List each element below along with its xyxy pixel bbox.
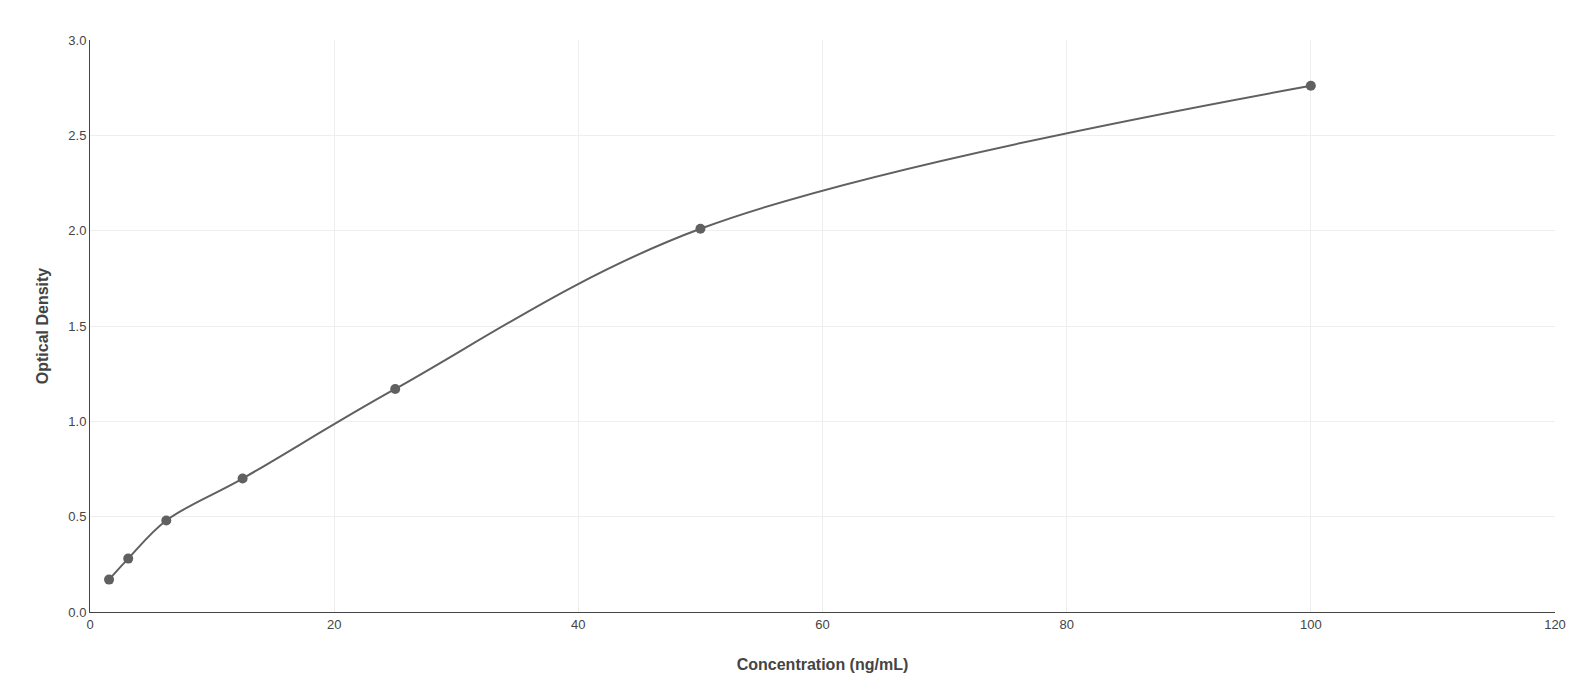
svg-text:0.5: 0.5 — [68, 509, 86, 524]
svg-text:60: 60 — [815, 617, 829, 632]
svg-text:Optical Density: Optical Density — [34, 268, 51, 385]
svg-text:1.5: 1.5 — [68, 319, 86, 334]
svg-text:120: 120 — [1544, 617, 1566, 632]
svg-text:20: 20 — [327, 617, 341, 632]
svg-text:0: 0 — [86, 617, 93, 632]
svg-text:0.0: 0.0 — [68, 605, 86, 620]
svg-text:Concentration (ng/mL): Concentration (ng/mL) — [737, 656, 909, 673]
svg-text:3.0: 3.0 — [68, 33, 86, 48]
svg-text:1.0: 1.0 — [68, 414, 86, 429]
svg-text:2.0: 2.0 — [68, 223, 86, 238]
svg-text:100: 100 — [1300, 617, 1322, 632]
svg-text:80: 80 — [1059, 617, 1073, 632]
svg-text:40: 40 — [571, 617, 585, 632]
svg-text:2.5: 2.5 — [68, 128, 86, 143]
